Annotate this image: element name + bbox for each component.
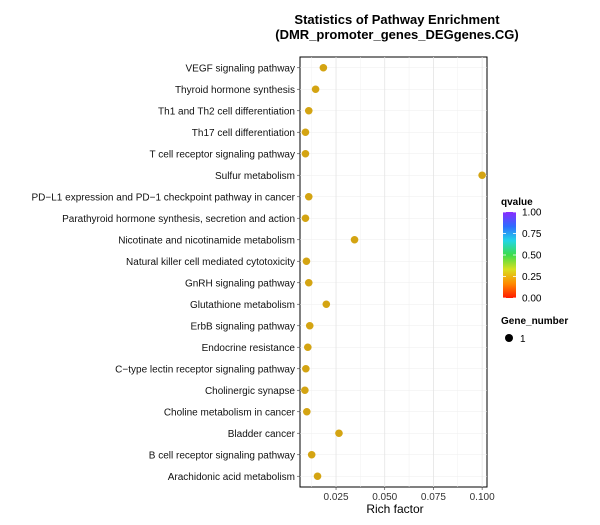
category-label: Sulfur metabolism <box>215 171 295 182</box>
data-point <box>311 85 320 94</box>
x-axis-ticks: 0.025 0.050 0.075 0.100 <box>324 487 495 503</box>
gene-number-legend-label: 1 <box>520 334 526 345</box>
category-label: Th17 cell differentiation <box>192 128 295 139</box>
data-points <box>301 63 486 481</box>
x-tick-label: 0.100 <box>470 492 495 503</box>
colorbar-tick-label: 0.25 <box>522 272 542 283</box>
data-point <box>313 472 322 481</box>
data-point <box>301 128 310 137</box>
data-point <box>305 321 314 330</box>
qvalue-colorbar-ticks: 1.00 0.75 0.50 0.25 0.00 <box>503 208 542 305</box>
data-point <box>304 106 313 115</box>
category-label: Bladder cancer <box>228 429 296 440</box>
category-label: VEGF signaling pathway <box>185 63 295 74</box>
qvalue-colorbar <box>503 212 516 298</box>
data-point <box>304 192 313 201</box>
data-point <box>478 171 486 180</box>
colorbar-tick-label: 1.00 <box>522 208 542 219</box>
data-point <box>301 386 309 395</box>
data-point <box>319 63 328 72</box>
category-label: Thyroid hormone synthesis <box>175 85 295 96</box>
category-label: Arachidonic acid metabolism <box>168 472 295 483</box>
x-tick-label: 0.025 <box>324 492 349 503</box>
data-point <box>307 450 316 459</box>
grid-lines <box>300 57 487 487</box>
category-label: Natural killer cell mediated cytotoxicit… <box>126 257 295 268</box>
x-axis-title: Rich factor <box>366 502 423 516</box>
x-tick-label: 0.075 <box>421 492 446 503</box>
data-point <box>302 257 311 266</box>
data-point <box>302 364 310 373</box>
category-label: ErbB signaling pathway <box>190 321 295 332</box>
chart-title: Statistics of Pathway Enrichment <box>294 12 500 27</box>
gene-number-legend-dot <box>505 334 513 342</box>
category-label: PD−L1 expression and PD−1 checkpoint pat… <box>32 192 296 203</box>
category-label: Choline metabolism in cancer <box>164 407 296 418</box>
data-point <box>303 343 312 352</box>
colorbar-tick-label: 0.50 <box>522 251 542 262</box>
data-point <box>304 278 313 287</box>
data-point <box>350 235 359 244</box>
data-point <box>301 214 310 223</box>
category-label: C−type lectin receptor signaling pathway <box>115 364 295 375</box>
data-point <box>301 149 310 158</box>
data-point <box>335 429 343 438</box>
colorbar-tick-label: 0.75 <box>522 229 542 240</box>
chart-subtitle: (DMR_promoter_genes_DEGgenes.CG) <box>275 27 518 42</box>
category-label: Nicotinate and nicotinamide metabolism <box>118 235 295 246</box>
category-label: Cholinergic synapse <box>205 386 295 397</box>
category-label: Parathyroid hormone synthesis, secretion… <box>62 214 295 225</box>
category-label: GnRH signaling pathway <box>185 278 295 289</box>
category-labels: VEGF signaling pathway Thyroid hormone sy… <box>32 63 300 483</box>
data-point <box>322 300 331 309</box>
colorbar-tick-label: 0.00 <box>522 294 542 305</box>
qvalue-legend-title: qvalue <box>501 197 533 208</box>
category-label: Glutathione metabolism <box>190 300 295 311</box>
category-label: B cell receptor signaling pathway <box>149 450 295 461</box>
category-label: T cell receptor signaling pathway <box>150 149 295 160</box>
plot-panel <box>299 56 488 488</box>
category-label: Endocrine resistance <box>202 343 296 354</box>
gene-number-legend-title: Gene_number <box>501 316 568 327</box>
x-tick-label: 0.050 <box>372 492 397 503</box>
category-label: Th1 and Th2 cell differentiation <box>158 106 295 117</box>
data-point <box>303 407 311 416</box>
